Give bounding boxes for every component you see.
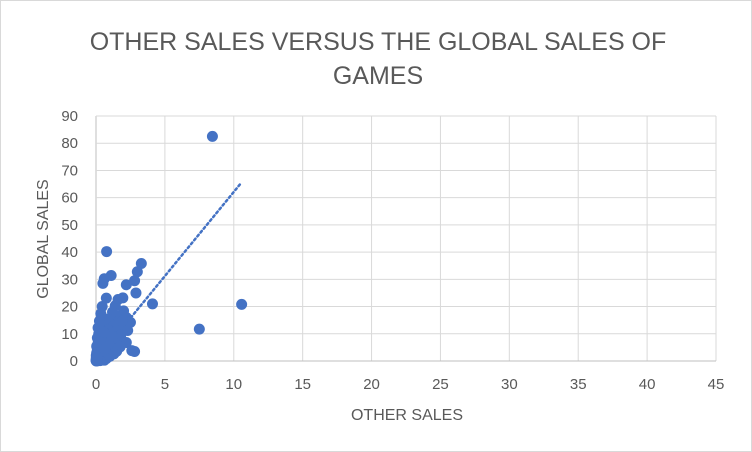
data-point <box>193 323 205 335</box>
data-point <box>99 343 111 355</box>
data-point <box>97 277 109 289</box>
x-tick-label: 40 <box>639 376 656 393</box>
x-tick-label: 15 <box>294 376 311 393</box>
y-tick-label: 40 <box>61 244 78 261</box>
data-point <box>236 298 248 310</box>
data-point <box>106 330 118 342</box>
x-tick-label: 30 <box>501 376 518 393</box>
chart-title-line-1: OTHER SALES VERSUS THE GLOBAL SALES OF <box>90 28 667 56</box>
x-tick-label: 5 <box>161 376 169 393</box>
y-tick-label: 50 <box>61 217 78 234</box>
data-point <box>135 258 147 270</box>
y-tick-label: 80 <box>61 135 78 152</box>
data-point <box>100 292 112 304</box>
data-point <box>120 279 132 291</box>
x-tick-label: 25 <box>432 376 449 393</box>
y-tick-label: 10 <box>61 326 78 343</box>
data-point <box>206 130 218 142</box>
data-point <box>101 246 113 258</box>
y-tick-label: 70 <box>61 162 78 179</box>
data-point <box>98 326 110 338</box>
data-point <box>131 266 143 278</box>
gridlines <box>95 115 717 362</box>
x-tick-label: 35 <box>570 376 587 393</box>
x-tick-label: 0 <box>92 376 100 393</box>
y-tick-label: 20 <box>61 299 78 316</box>
y-axis-label: GLOBAL SALES <box>35 179 52 298</box>
data-point <box>129 345 141 357</box>
y-tick-label: 30 <box>61 271 78 288</box>
x-tick-label: 45 <box>708 376 725 393</box>
chart-title-line-2: GAMES <box>333 62 423 90</box>
y-tick-label: 90 <box>61 108 78 125</box>
y-tick-label: 60 <box>61 190 78 207</box>
data-point <box>129 275 141 287</box>
data-point <box>130 287 142 299</box>
y-tick-label: 0 <box>70 353 78 370</box>
data-point <box>146 298 158 310</box>
x-tick-label: 10 <box>225 376 242 393</box>
tick-labels: 0 5 10 15 20 25 30 35 40 45 0 10 20 30 40 50 60 70 80 90 <box>61 108 724 393</box>
x-tick-label: 20 <box>363 376 380 393</box>
data-points <box>90 130 248 367</box>
data-point <box>91 352 103 364</box>
data-point <box>116 315 128 327</box>
data-point <box>117 292 129 304</box>
x-axis-label: OTHER SALES <box>351 407 463 424</box>
